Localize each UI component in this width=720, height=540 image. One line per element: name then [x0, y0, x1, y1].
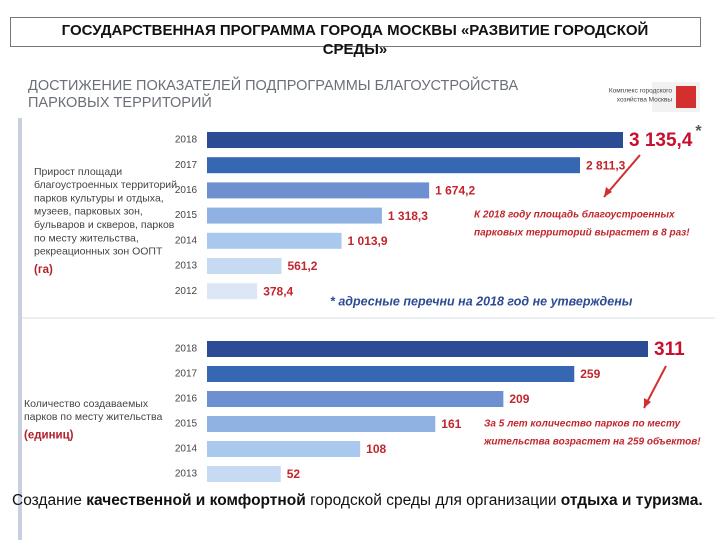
note-marker: * [695, 123, 702, 140]
value-label: 52 [287, 467, 301, 481]
arrow [603, 154, 641, 198]
value-label: 378,4 [263, 284, 293, 298]
logo-text: хозяйства Москвы [617, 96, 673, 104]
annotation: За 5 лет количество парков по месту [484, 419, 681, 430]
y-tick-label: 2015 [175, 210, 198, 221]
arrow-head [604, 187, 612, 197]
bar [207, 258, 282, 274]
y-tick-label: 2016 [175, 185, 198, 196]
unit-label: (га) [34, 264, 53, 276]
y-tick-label: 2016 [175, 394, 198, 405]
bar [207, 157, 580, 174]
arrow-head [644, 398, 651, 408]
y-tick-label: 2014 [175, 444, 198, 455]
footer-bold: качественной и комфортной [86, 492, 306, 509]
header-box [10, 17, 701, 47]
y-tick-label: 2018 [175, 135, 198, 146]
header-title: ГОСУДАРСТВЕННАЯ ПРОГРАММА ГОРОДА МОСКВЫ … [61, 22, 649, 58]
chart-description: Прирост площади [34, 166, 122, 178]
value-label: 1 674,2 [435, 184, 475, 198]
slide-title: ДОСТИЖЕНИЕ ПОКАЗАТЕЛЕЙ ПОДПРОГРАММЫ БЛАГ… [28, 76, 518, 94]
chart-description: Количество создаваемых [24, 398, 149, 410]
footnote: * адресные перечни на 2018 год не утверж… [330, 294, 633, 308]
y-tick-label: 2013 [175, 261, 198, 272]
footer-text: Создание качественной и комфортной город… [12, 490, 712, 512]
bar [207, 232, 342, 249]
bar [207, 132, 623, 148]
annotation: парковых территорий вырастет в 8 раз! [474, 228, 690, 239]
bar [207, 341, 648, 357]
y-tick-label: 2017 [175, 369, 198, 380]
logo-emblem [676, 86, 696, 108]
bar [207, 441, 361, 457]
logo-text: Комплекс городского [609, 88, 673, 95]
y-tick-label: 2017 [175, 160, 198, 171]
value-label: 561,2 [287, 259, 317, 273]
side-bar [18, 118, 22, 540]
bar [207, 416, 436, 432]
slide-title: ПАРКОВЫХ ТЕРРИТОРИЙ [28, 93, 212, 111]
footer-part: Создание [12, 492, 87, 509]
value-label: 2 811,3 [586, 158, 626, 172]
value-label: 161 [441, 417, 461, 431]
chart-description: музеев, парковых зон, [34, 206, 143, 218]
bar [207, 182, 430, 199]
value-label: 3 135,4 [629, 130, 693, 151]
bar [207, 207, 382, 224]
bar [207, 391, 504, 407]
chart-description: парков культуры и отдыха, [34, 192, 164, 204]
y-tick-label: 2012 [175, 286, 198, 297]
chart-description: парков по месту жительства [24, 411, 162, 423]
annotation: К 2018 году площадь благоустроенных [474, 209, 675, 221]
y-tick-label: 2018 [175, 344, 198, 355]
footer-bold: отдыха и туризма. [560, 492, 703, 509]
chart-description: по месту жительства, [34, 232, 139, 244]
value-label: 108 [366, 442, 386, 456]
chart-description: благоустроенных территорий [34, 179, 177, 191]
chart-description: бульваров и скверов, парков [34, 219, 175, 231]
y-tick-label: 2014 [175, 235, 198, 246]
value-label: 209 [509, 392, 529, 406]
value-label: 311 [654, 339, 685, 360]
y-tick-label: 2015 [175, 419, 198, 430]
value-label: 1 318,3 [388, 209, 428, 223]
footer-part: городской среды для организации [305, 492, 561, 509]
value-label: 259 [580, 367, 600, 381]
bar [207, 466, 281, 482]
annotation: жительства возрастет на 259 объектов! [483, 436, 701, 448]
chart-description: рекреационных зон ООПТ [34, 246, 163, 258]
bar [207, 366, 575, 382]
y-tick-label: 2013 [175, 469, 198, 480]
unit-label: (единиц) [24, 430, 74, 442]
value-label: 1 013,9 [348, 234, 388, 248]
bar [207, 283, 258, 300]
